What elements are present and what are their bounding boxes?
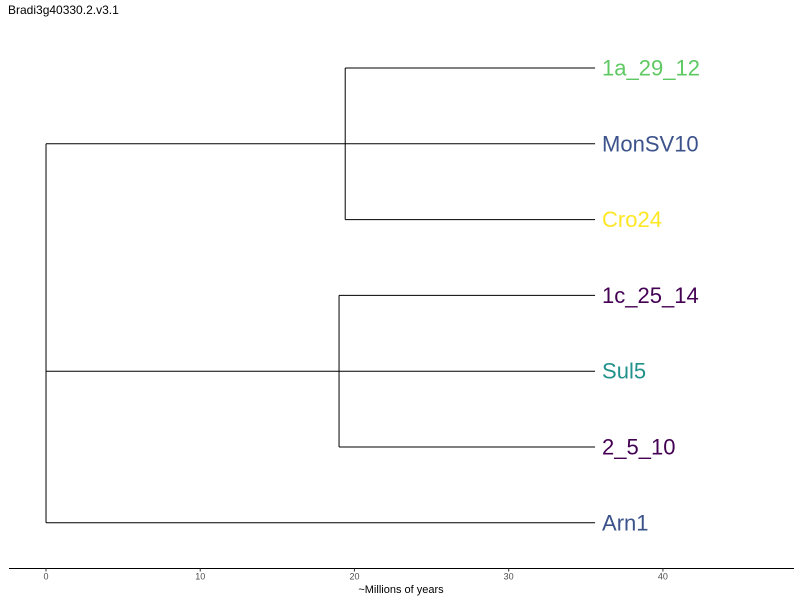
- tip-label: Sul5: [602, 359, 646, 384]
- tip-label: 1a_29_12: [602, 56, 700, 81]
- tip-label: MonSV10: [602, 131, 699, 156]
- x-axis-tick-label: 30: [504, 572, 514, 582]
- page-title: Bradi3g40330.2.v3.1: [8, 3, 119, 17]
- x-axis-ticks: 0 10 20 30 40: [44, 568, 668, 582]
- x-axis-tick-label: 0: [44, 572, 49, 582]
- x-axis: 0 10 20 30 40 ~Millions of years: [9, 568, 794, 596]
- x-axis-tick-label: 10: [195, 572, 205, 582]
- tip-label: Arn1: [602, 510, 648, 535]
- tree-branches: [45, 67, 596, 524]
- x-axis-tick-label: 40: [658, 572, 668, 582]
- tip-label: 2_5_10: [602, 435, 675, 460]
- tip-label: Cro24: [602, 207, 662, 232]
- tip-label: 1c_25_14: [602, 283, 699, 308]
- tip-labels: 1a_29_12 MonSV10 Cro24 1c_25_14 Sul5 2_5_10 Ar…: [602, 56, 700, 536]
- x-axis-title: ~Millions of years: [358, 584, 444, 596]
- x-axis-tick-label: 20: [349, 572, 359, 582]
